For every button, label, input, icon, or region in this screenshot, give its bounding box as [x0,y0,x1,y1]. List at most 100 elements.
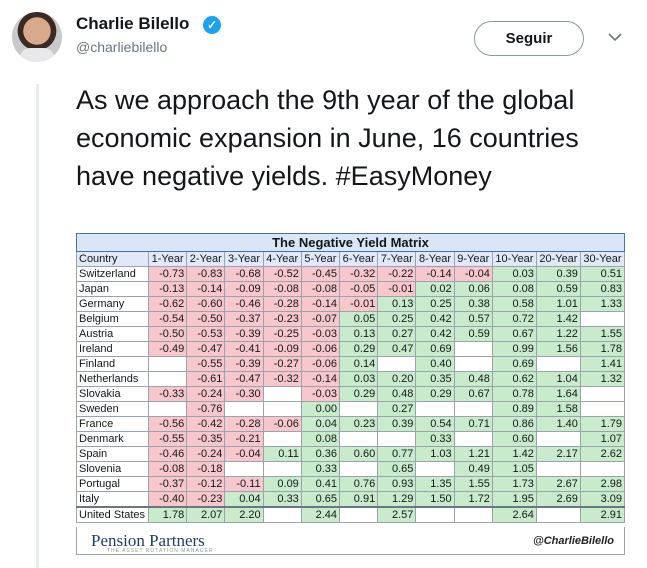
table-row: Japan -0.13 -0.14 -0.09 -0.08 -0.08 -0.05 -0.01… [76,281,626,297]
country-cell: Slovenia [76,461,149,477]
negative-yield-cell: -0.05 [339,281,379,297]
positive-yield-cell: 0.89 [491,401,537,417]
positive-yield-cell: 1.73 [491,476,537,492]
negative-yield-cell: -0.33 [147,386,188,402]
country-cell: Belgium [76,311,149,327]
positive-yield-cell: 0.83 [579,281,626,297]
empty-cell [453,506,493,523]
empty-cell [579,386,626,402]
positive-yield-cell: 1.95 [491,491,537,508]
column-header: 3-Year [224,251,264,267]
positive-yield-cell: 0.59 [453,326,493,342]
negative-yield-cell: -0.11 [224,476,264,492]
positive-yield-cell: 2.07 [186,506,226,523]
positive-yield-cell: 1.01 [535,296,581,312]
negative-yield-cell: -0.47 [186,341,226,357]
positive-yield-cell: 0.48 [453,371,493,387]
table-row: Italy -0.40 -0.23 0.04 0.33 0.65 0.91 1.29 1.50 1… [76,491,626,508]
chevron-down-icon[interactable] [606,28,624,46]
positive-yield-cell: 0.57 [453,311,493,327]
positive-yield-cell: 0.25 [377,311,417,327]
avatar[interactable] [12,12,62,62]
positive-yield-cell: 1.35 [415,476,455,492]
negative-yield-cell: -0.08 [147,461,188,477]
empty-cell [147,401,188,417]
table-row: United States 1.78 2.07 2.20 2.44 2.57 2.64 2.9… [76,506,626,523]
negative-yield-cell: -0.39 [224,356,264,372]
tweet-media-image[interactable]: The Negative Yield Matrix Country 1-Year 2… [76,233,626,557]
follow-button[interactable]: Seguir [474,21,584,56]
positive-yield-cell: 0.40 [415,356,455,372]
column-header: 9-Year [453,251,493,267]
positive-yield-cell: 0.58 [491,296,537,312]
positive-yield-cell: 0.29 [339,341,379,357]
positive-yield-cell: 1.72 [453,491,493,508]
empty-cell [453,431,493,447]
empty-cell [415,506,455,523]
positive-yield-cell: 0.35 [415,371,455,387]
negative-yield-matrix: The Negative Yield Matrix Country 1-Year 2… [76,233,626,523]
positive-yield-cell: 0.14 [339,356,379,372]
positive-yield-cell: 0.67 [453,386,493,402]
empty-cell [339,506,379,523]
negative-yield-cell: -0.55 [186,356,226,372]
positive-yield-cell: 0.39 [377,416,417,432]
positive-yield-cell: 1.04 [535,371,581,387]
positive-yield-cell: 0.25 [415,296,455,312]
positive-yield-cell: 0.29 [415,386,455,402]
table-row: Spain -0.46 -0.24 -0.04 0.11 0.36 0.60 0.77 1.03… [76,446,626,462]
positive-yield-cell: 0.13 [377,296,417,312]
positive-yield-cell: 0.99 [491,341,537,357]
positive-yield-cell: 0.48 [377,386,417,402]
negative-yield-cell: -0.14 [300,296,341,312]
negative-yield-cell: -0.32 [262,371,302,387]
negative-yield-cell: -0.12 [186,476,226,492]
positive-yield-cell: 0.67 [491,326,537,342]
table-row: Portugal -0.37 -0.12 -0.11 0.09 0.41 0.76 0.93 1… [76,476,626,492]
column-header: 1-Year [147,251,188,267]
empty-cell [339,401,379,417]
column-header: 30-Year [579,251,626,267]
positive-yield-cell: 0.27 [377,326,417,342]
country-cell: Ireland [76,341,149,357]
positive-yield-cell: 1.55 [453,476,493,492]
negative-yield-cell: -0.53 [186,326,226,342]
country-cell: Italy [76,491,149,508]
positive-yield-cell: 0.00 [300,401,341,417]
user-handle[interactable]: @charliebilello [76,39,168,55]
negative-yield-cell: -0.56 [147,416,188,432]
matrix-title: The Negative Yield Matrix [76,233,625,252]
negative-yield-cell: -0.54 [147,311,188,327]
country-cell: Germany [76,296,149,312]
user-name[interactable]: Charlie Bilello [76,14,190,33]
negative-yield-cell: -0.76 [186,401,226,417]
empty-cell [262,431,302,447]
negative-yield-cell: -0.01 [377,281,417,297]
negative-yield-cell: -0.13 [147,281,188,297]
empty-cell [535,431,581,447]
negative-yield-cell: -0.06 [300,341,341,357]
positive-yield-cell: 0.42 [415,326,455,342]
negative-yield-cell: -0.23 [186,491,226,508]
country-cell: Portugal [76,476,149,492]
empty-cell [579,461,626,477]
negative-yield-cell: -0.42 [186,416,226,432]
positive-yield-cell: 0.60 [491,431,537,447]
positive-yield-cell: 2.67 [535,476,581,492]
positive-yield-cell: 1.50 [415,491,455,508]
table-row: Sweden -0.76 0.00 0.27 0.89 1.58 [76,401,626,417]
positive-yield-cell: 0.69 [491,356,537,372]
negative-yield-cell: -0.35 [186,431,226,447]
negative-yield-cell: -0.03 [300,326,341,342]
positive-yield-cell: 0.33 [415,431,455,447]
positive-yield-cell: 0.54 [415,416,455,432]
negative-yield-cell: -0.01 [339,296,379,312]
positive-yield-cell: 1.05 [491,461,537,477]
empty-cell [415,461,455,477]
negative-yield-cell: -0.14 [415,266,455,282]
empty-cell [579,311,626,327]
positive-yield-cell: 1.79 [579,416,626,432]
negative-yield-cell: -0.68 [224,266,264,282]
pension-partners-logo: Pension Partners [91,531,205,550]
positive-yield-cell: 0.42 [415,311,455,327]
